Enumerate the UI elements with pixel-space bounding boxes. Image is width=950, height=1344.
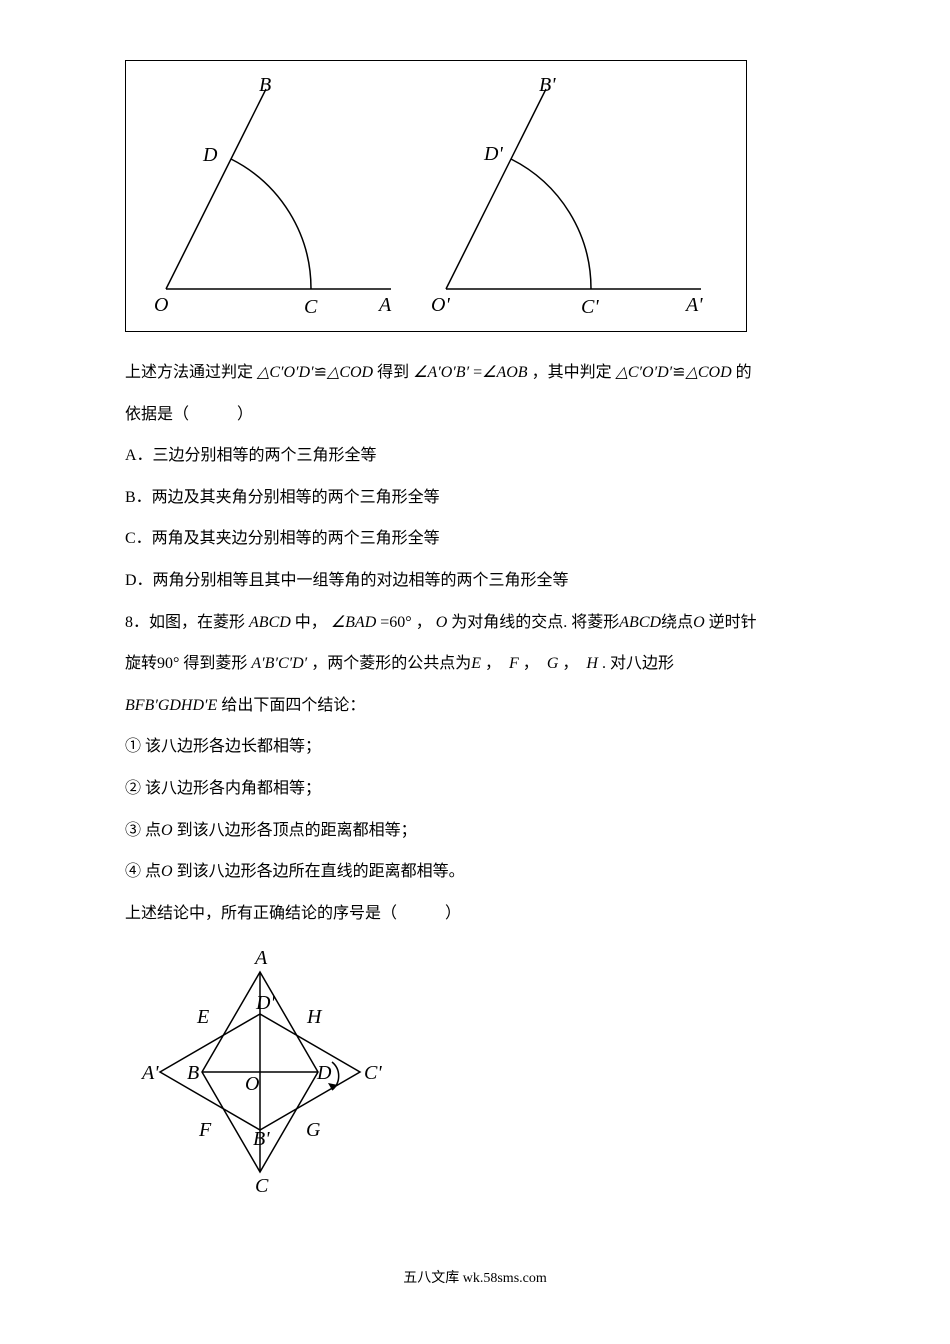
lbl-D: D [202, 144, 218, 166]
o2: O [693, 614, 705, 631]
figure-8-wrap: A C B D A' C' B' D' O E H F G [125, 942, 825, 1207]
q7-optA: A．三边分别相等的两个三角形全等 [125, 435, 825, 477]
footer-text: 五八文库 wk.58sms.com [125, 1267, 825, 1287]
t: 给出下面四个结论： [217, 697, 365, 714]
q8-c4: ④ 点O 到该八边形各边所在直线的距离都相等。 [125, 851, 825, 893]
tri-r2: △COD [686, 364, 732, 381]
lbl-A: A [253, 947, 268, 969]
lbl-Dp: D' [483, 143, 503, 165]
q7-optD: D．两角分别相等且其中一组等角的对边相等的两个三角形全等 [125, 560, 825, 602]
lbl-Dp: D' [255, 992, 275, 1014]
c1: ， [481, 655, 493, 672]
cong2: ≌ [672, 364, 685, 381]
abcd2: ABCD [619, 614, 661, 631]
figure-7-svg: B D O C A B' D' O' C' A' [126, 61, 746, 331]
angbad: ∠BAD [331, 614, 376, 631]
figure-7-box: B D O C A B' D' O' C' A' [125, 60, 747, 332]
ang-l: ∠A′O′B′ [413, 364, 469, 381]
q8-c2: ② 该八边形各内角都相等； [125, 768, 825, 810]
figure-8-svg: A C B D A' C' B' D' O E H F G [125, 942, 395, 1202]
q8-p1: 8．如图，在菱形 ABCD 中， ∠BAD =60° ， O 为对角线的交点. … [125, 602, 825, 644]
txt2: 得到 [377, 364, 409, 381]
q8-c1: ① 该八边形各边长都相等； [125, 726, 825, 768]
o: O [161, 863, 173, 880]
lbl-Ap: A' [684, 294, 703, 316]
lbl-Bp: B' [539, 74, 556, 96]
q7-stem-line2: 依据是（ ） [125, 394, 825, 436]
tri-r: △COD [327, 364, 373, 381]
q8-p3: BFB′GDHD′E 给出下面四个结论： [125, 685, 825, 727]
t3: . 对八边形 [598, 655, 674, 672]
lbl-Op: O' [431, 294, 450, 316]
o1: O [436, 614, 448, 631]
tri-l2: △C′O′D′ [616, 364, 673, 381]
txt: 上述方法通过判定 [125, 364, 253, 381]
g: G [547, 655, 559, 672]
txt3: ，其中判定 [532, 364, 612, 381]
t2: 到该八边形各边所在直线的距离都相等。 [173, 863, 465, 880]
f: F [509, 655, 519, 672]
t5: 绕点 [661, 614, 693, 631]
lbl-C: C [255, 1175, 269, 1197]
figure-7-right: B' D' O' C' A' [431, 74, 703, 318]
eq60: =60° [376, 614, 411, 631]
c2: ， [519, 655, 531, 672]
lbl-B: B [259, 74, 271, 96]
e: E [471, 655, 481, 672]
abcd: ABCD [249, 614, 291, 631]
t: 旋转90° 得到菱形 [125, 655, 251, 672]
t1: ③ 点 [125, 822, 161, 839]
txt4: 的 [736, 364, 752, 381]
t4: 为对角线的交点. 将菱形 [447, 614, 619, 631]
lbl-G: G [306, 1119, 321, 1141]
q7-stem-line1: 上述方法通过判定 △C′O′D′≌△COD 得到 ∠A′O′B′ =∠AOB ，… [125, 352, 825, 394]
t3: ， [412, 614, 436, 631]
t2: ，两个菱形的公共点为 [307, 655, 471, 672]
t6: 逆时针 [705, 614, 757, 631]
abcdp: A′B′C′D′ [251, 655, 307, 672]
q8-p2: 旋转90° 得到菱形 A′B′C′D′ ，两个菱形的公共点为E ， F ， G … [125, 643, 825, 685]
h: H [586, 655, 598, 672]
eq: = [469, 364, 482, 381]
q8-c3: ③ 点O 到该八边形各顶点的距离都相等； [125, 810, 825, 852]
cong1: ≌ [314, 364, 327, 381]
lbl-A: A [377, 294, 392, 316]
ang-r: ∠AOB [482, 364, 527, 381]
o: O [161, 822, 173, 839]
lbl-Bp: B' [253, 1128, 270, 1150]
lbl-D: D [316, 1062, 332, 1084]
lbl-Ap: A' [140, 1062, 159, 1084]
lbl-B: B [187, 1062, 199, 1084]
lbl-H: H [306, 1006, 323, 1028]
lbl-E: E [196, 1006, 209, 1028]
q7-optC: C．两角及其夹边分别相等的两个三角形全等 [125, 518, 825, 560]
q8-ask: 上述结论中，所有正确结论的序号是（ ） [125, 893, 825, 935]
q7-optB: B．两边及其夹角分别相等的两个三角形全等 [125, 477, 825, 519]
lbl-Cp: C' [581, 296, 599, 318]
lbl-C: C [304, 296, 318, 318]
t2: 到该八边形各顶点的距离都相等； [173, 822, 417, 839]
lbl-O: O [154, 294, 168, 316]
t: 8．如图，在菱形 [125, 614, 249, 631]
figure-7-left: B D O C A [154, 74, 392, 318]
t1: ④ 点 [125, 863, 161, 880]
octa: BFB′GDHD′E [125, 697, 217, 714]
lbl-F: F [198, 1119, 212, 1141]
c3: ， [558, 655, 570, 672]
lbl-O: O [245, 1073, 259, 1095]
tri-l: △C′O′D′ [257, 364, 314, 381]
lbl-Cp: C' [364, 1062, 382, 1084]
t2: 中， [291, 614, 331, 631]
